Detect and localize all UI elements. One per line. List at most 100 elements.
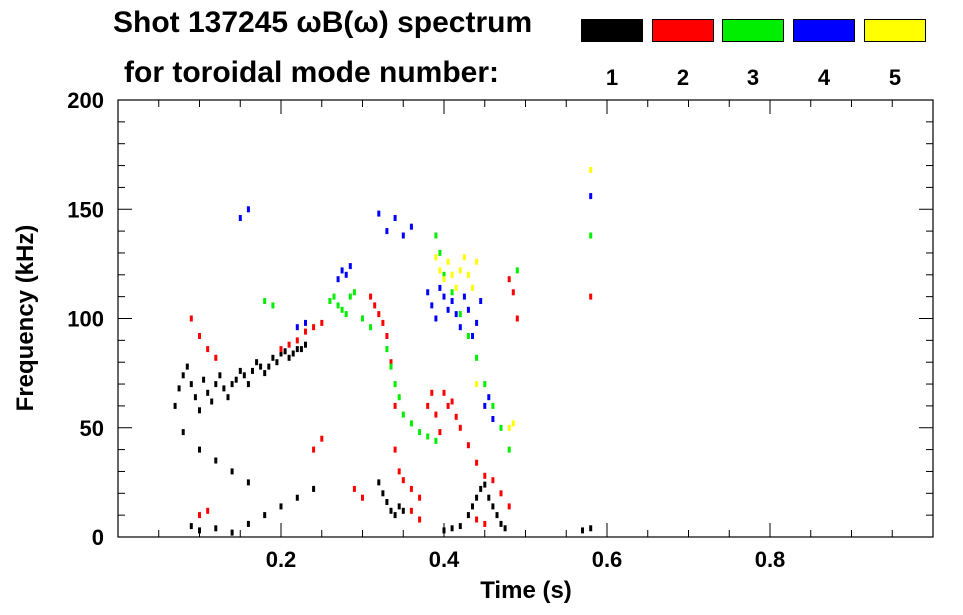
spectrum-point-mode-5: [589, 166, 593, 173]
spectrum-point-mode-1: [181, 372, 185, 379]
spectrum-point-mode-4: [295, 324, 299, 331]
spectrum-point-mode-2: [434, 411, 438, 418]
spectrum-point-mode-3: [389, 363, 393, 370]
spectrum-point-mode-3: [348, 293, 352, 300]
spectrum-point-mode-1: [246, 381, 250, 388]
spectrum-point-mode-4: [491, 416, 495, 422]
x-tick-label: 0.8: [755, 547, 786, 572]
spectrum-point-mode-2: [438, 429, 442, 436]
legend-label-mode-2: 2: [676, 65, 690, 90]
spectrum-point-mode-1: [202, 376, 206, 383]
spectrum-point-mode-3: [483, 381, 487, 388]
spectrum-point-mode-5: [462, 254, 466, 261]
spectrum-point-mode-2: [475, 516, 479, 523]
spectrum-point-mode-3: [450, 289, 454, 296]
spectrum-point-mode-1: [291, 350, 295, 357]
spectrum-point-mode-1: [377, 479, 381, 486]
spectrum-point-mode-1: [259, 363, 263, 370]
spectrum-point-mode-4: [409, 223, 413, 230]
spectrum-point-mode-1: [503, 525, 507, 532]
spectrum-point-mode-3: [458, 311, 462, 318]
spectrum-point-mode-1: [246, 520, 250, 527]
plot-frame: [117, 99, 934, 538]
spectrum-point-mode-1: [214, 381, 218, 388]
spectrum-point-mode-2: [385, 333, 389, 339]
spectrum-point-mode-1: [483, 481, 487, 488]
spectrum-point-mode-4: [401, 232, 405, 239]
spectrum-point-mode-1: [271, 354, 275, 361]
spectrum-point-mode-1: [214, 525, 218, 532]
spectrum-point-mode-1: [275, 359, 279, 366]
spectrum-point-mode-2: [189, 315, 193, 322]
spectrum-point-mode-2: [352, 485, 356, 492]
spectrum-point-mode-1: [385, 499, 389, 505]
spectrum-point-mode-5: [507, 424, 511, 431]
spectrum-point-mode-2: [483, 520, 487, 527]
chart-title: Shot 137245 ωB(ω) spectrum: [113, 6, 533, 39]
spectrum-point-mode-5: [438, 267, 442, 274]
spectrum-point-mode-1: [279, 350, 283, 357]
spectrum-point-mode-1: [450, 525, 454, 532]
spectrum-point-mode-3: [385, 346, 389, 353]
spectrum-point-mode-1: [381, 490, 385, 497]
spectrum-point-mode-1: [222, 385, 226, 392]
spectrum-point-mode-3: [507, 446, 511, 453]
spectrum-point-mode-1: [479, 485, 483, 492]
spectrum-point-mode-1: [230, 529, 234, 536]
spectrum-point-mode-2: [466, 442, 470, 449]
spectrum-point-mode-1: [491, 503, 495, 510]
y-tick-label: 0: [92, 525, 104, 550]
spectrum-point-mode-4: [462, 293, 466, 300]
spectrum-point-mode-1: [487, 494, 491, 501]
y-tick-label: 50: [80, 416, 104, 441]
spectrum-point-mode-2: [499, 490, 503, 497]
spectrum-point-mode-1: [499, 520, 503, 527]
spectrum-point-mode-4: [426, 289, 430, 296]
x-tick-label: 0.6: [592, 547, 623, 572]
y-tick-label: 200: [67, 88, 104, 113]
spectrum-point-mode-3: [393, 381, 397, 388]
spectrum-point-mode-1: [226, 394, 230, 401]
spectrum-point-mode-4: [442, 293, 446, 300]
spectrum-point-mode-2: [446, 402, 450, 409]
spectrum-point-mode-1: [295, 494, 299, 501]
spectrum-point-mode-3: [397, 394, 401, 401]
legend-label-mode-1: 1: [605, 65, 619, 90]
spectrum-point-mode-5: [466, 271, 470, 278]
y-tick-label: 150: [67, 197, 104, 222]
spectrum-point-mode-1: [193, 394, 197, 401]
spectrum-point-mode-2: [511, 289, 515, 296]
spectrum-point-mode-5: [475, 258, 479, 265]
spectrum-point-mode-2: [377, 311, 381, 318]
spectrum-point-mode-4: [454, 311, 458, 318]
spectrum-point-mode-2: [381, 319, 385, 326]
spectrum-point-mode-1: [495, 512, 499, 519]
spectrum-point-mode-1: [295, 346, 299, 353]
spectrum-point-mode-2: [418, 494, 422, 501]
spectrum-point-mode-3: [332, 293, 336, 300]
spectrum-point-mode-1: [458, 523, 462, 530]
spectrum-point-mode-5: [511, 420, 515, 427]
spectrum-point-mode-3: [466, 333, 470, 339]
spectrum-point-mode-1: [393, 512, 397, 519]
spectrum-point-mode-2: [401, 477, 405, 484]
spectrum-point-mode-4: [446, 306, 450, 313]
spectrum-point-mode-1: [246, 479, 250, 486]
spectrum-point-mode-2: [393, 446, 397, 453]
spectrum-point-mode-5: [458, 267, 462, 274]
spectrum-point-mode-3: [418, 429, 422, 436]
spectrum-point-mode-2: [198, 333, 201, 339]
spectrum-point-mode-3: [409, 420, 413, 427]
spectrum-point-mode-3: [401, 411, 405, 418]
spectrum-point-mode-2: [304, 328, 307, 335]
spectrum-point-mode-2: [450, 398, 454, 405]
spectrum-point-mode-4: [479, 298, 483, 304]
spectrum-point-mode-4: [450, 298, 454, 304]
legend-swatch-mode-5: [864, 19, 926, 42]
spectrum-point-mode-2: [312, 324, 316, 331]
spectrum-point-mode-2: [214, 354, 218, 361]
spectrum-point-mode-2: [373, 302, 377, 309]
spectrum-point-mode-3: [499, 424, 503, 431]
legend-item-mode-3: 3: [722, 19, 784, 90]
